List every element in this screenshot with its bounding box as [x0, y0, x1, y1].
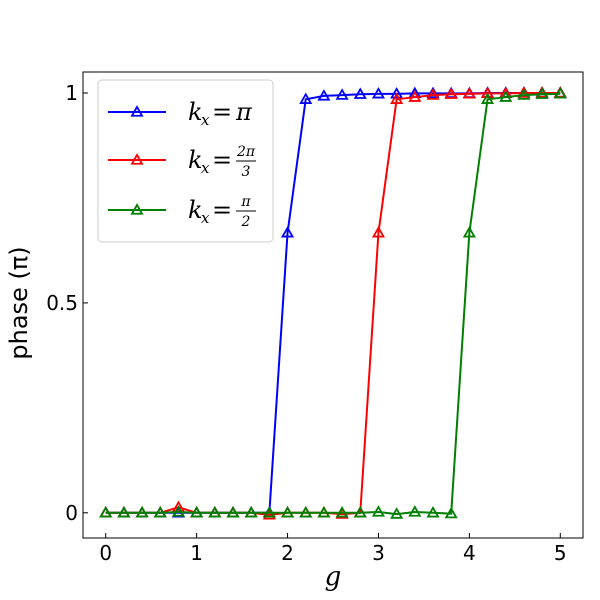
legend-marker — [130, 153, 144, 165]
data-point — [190, 505, 204, 518]
data-point — [244, 505, 258, 518]
legend-label: k — [188, 98, 203, 126]
legend-fraction-denominator: 3 — [242, 164, 251, 180]
data-point — [517, 88, 531, 100]
x-tick-label: 3 — [372, 541, 385, 565]
y-tick-label: 0.5 — [46, 291, 78, 315]
data-point — [353, 505, 367, 518]
legend-label-subscript: x — [201, 209, 210, 227]
legend-box — [97, 79, 274, 243]
data-point — [299, 92, 313, 104]
legend-label-subscript: x — [201, 159, 210, 177]
data-point — [371, 225, 386, 238]
legend-marker — [130, 105, 144, 117]
data-point — [390, 507, 404, 519]
data-point — [335, 88, 349, 100]
data-point — [353, 87, 367, 99]
data-point — [299, 505, 313, 518]
data-point — [426, 88, 440, 100]
y-tick-label: 0 — [65, 501, 78, 525]
y-axis-label: phase (π) — [5, 246, 33, 359]
data-point — [408, 505, 422, 517]
data-point — [153, 505, 167, 518]
x-tick-label: 4 — [463, 541, 476, 565]
data-point — [262, 508, 276, 520]
legend-entry-1: kx = π — [108, 98, 253, 129]
data-point — [535, 87, 549, 99]
legend-fraction-denominator: 2 — [241, 214, 251, 230]
data-point — [480, 92, 495, 104]
data-point — [317, 89, 331, 101]
data-point — [480, 86, 495, 99]
x-axis-label: g — [325, 562, 342, 592]
data-point — [408, 90, 422, 102]
data-point — [226, 505, 240, 518]
axes-frame — [82, 71, 584, 539]
data-point — [462, 225, 476, 238]
data-point — [444, 87, 458, 99]
legend-label: k — [188, 196, 203, 224]
legend-label: k — [188, 146, 203, 174]
x-tick-label: 5 — [554, 541, 567, 565]
legend-label-equals: = — [212, 146, 232, 174]
data-point — [208, 505, 222, 518]
legend-entry-3: kx = π 2 — [108, 194, 256, 230]
legend-marker — [130, 203, 144, 215]
data-point — [426, 505, 440, 518]
data-point — [499, 90, 513, 102]
legend-label-equals: = — [212, 98, 232, 126]
legend-fraction-numerator: π — [240, 194, 251, 210]
data-point — [371, 87, 386, 99]
axes-layer: 0 1 2 3 4 5 0 0.5 1 — [46, 71, 584, 565]
data-point — [99, 505, 113, 518]
legend-label-value: π — [235, 98, 253, 126]
series-3 — [99, 87, 567, 519]
legend-entry-2: kx = 2π 3 — [108, 144, 256, 180]
data-point — [553, 87, 567, 99]
data-point — [390, 92, 404, 104]
series-layer — [99, 86, 567, 520]
data-point — [317, 505, 331, 518]
legend-fraction-numerator: 2π — [236, 144, 256, 160]
data-point — [280, 225, 295, 238]
x-tick-label: 0 — [99, 541, 112, 565]
data-point — [117, 505, 131, 518]
data-point — [462, 87, 476, 99]
legend-label-subscript: x — [201, 111, 210, 129]
data-point — [517, 86, 531, 98]
x-tick-label: 2 — [281, 541, 294, 565]
y-tick-label: 1 — [65, 81, 78, 105]
data-point — [262, 505, 276, 518]
data-point — [280, 505, 295, 518]
data-point — [390, 87, 404, 99]
data-point — [135, 505, 149, 518]
data-point — [371, 505, 386, 517]
data-point — [171, 505, 186, 517]
legend-label-equals: = — [212, 196, 232, 224]
x-tick-label: 1 — [190, 541, 203, 565]
data-point — [444, 506, 458, 519]
data-point — [335, 505, 349, 518]
